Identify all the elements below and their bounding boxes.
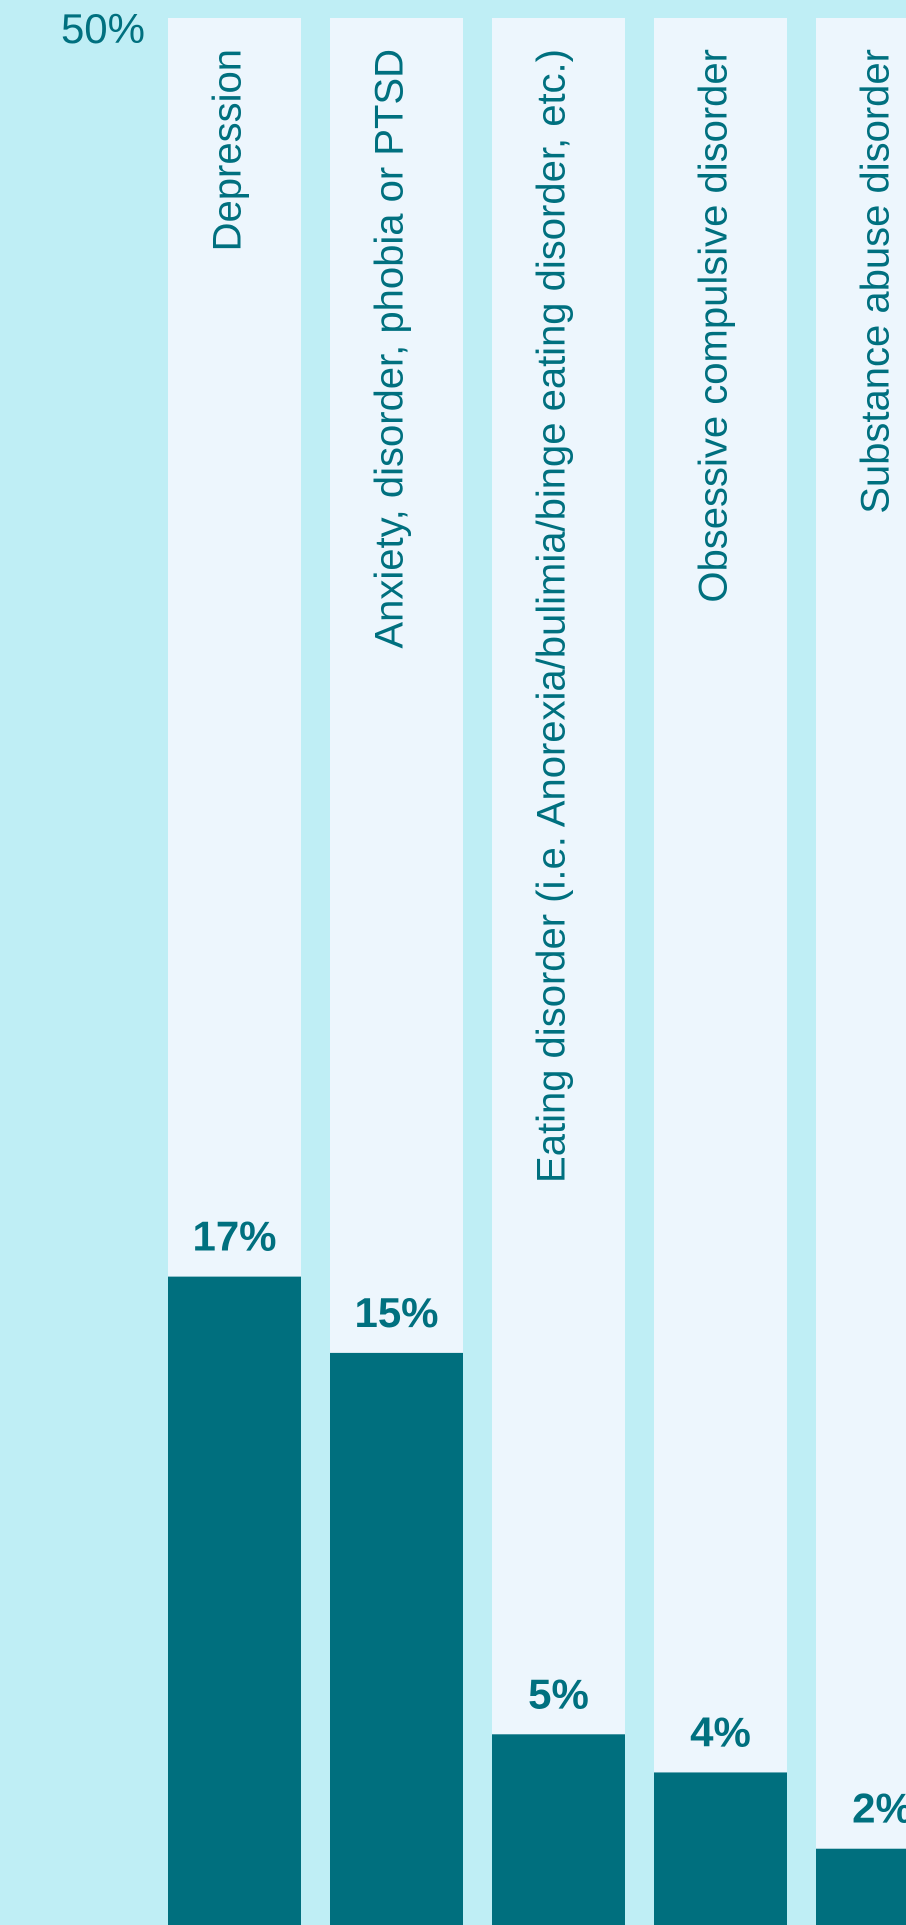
value-label: 17% xyxy=(192,1213,276,1260)
value-label: 5% xyxy=(528,1670,589,1717)
bar xyxy=(654,1772,787,1925)
category-label: Eating disorder (i.e. Anorexia/bulimia/b… xyxy=(530,49,574,1183)
bar-background xyxy=(654,18,787,1925)
bar-background xyxy=(492,18,625,1925)
bar xyxy=(330,1352,463,1925)
value-label: 4% xyxy=(690,1708,751,1755)
bar xyxy=(816,1848,906,1925)
bar-background xyxy=(816,18,906,1925)
category-label: Anxiety, disorder, phobia or PTSD xyxy=(368,49,412,649)
bar xyxy=(168,1276,301,1925)
category-label: Depression xyxy=(206,49,250,251)
bar xyxy=(492,1734,625,1925)
value-label: 2% xyxy=(852,1785,906,1832)
value-label: 15% xyxy=(354,1289,438,1336)
category-label: Substance abuse disorder xyxy=(854,49,898,514)
category-label: Obsessive compulsive disorder xyxy=(692,49,736,603)
y-tick-label: 50% xyxy=(61,5,145,52)
